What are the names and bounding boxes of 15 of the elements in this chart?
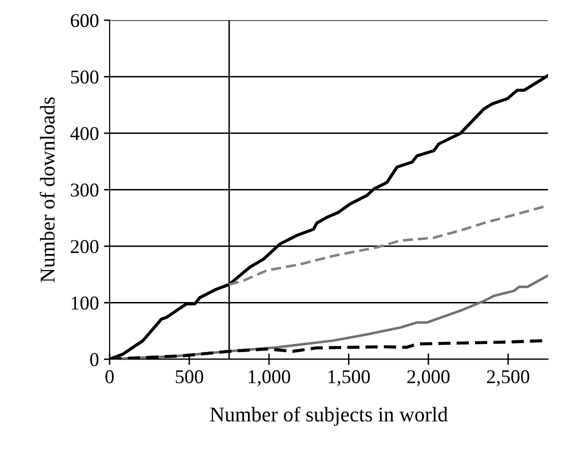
- x-tick-label: 1,500: [328, 370, 370, 386]
- x-tick-label: 2,500: [487, 370, 530, 386]
- y-tick-label: 400: [70, 127, 98, 140]
- y-tick-label: 200: [70, 240, 98, 254]
- x-tick-label: 2,000: [407, 370, 450, 386]
- y-tick-label: 600: [70, 14, 98, 28]
- y-tick-label: 100: [72, 296, 98, 310]
- y-tick-label: 300: [70, 184, 98, 197]
- y-tick-label: 500: [71, 70, 98, 84]
- x-tick-label: 1,000: [248, 370, 290, 386]
- x-tick-label: 0: [105, 370, 114, 384]
- y-tick-label: 0: [90, 353, 98, 366]
- x-tick-label: 500: [176, 370, 204, 384]
- x-axis-title: Number of subjects in world: [210, 406, 448, 426]
- y-axis-title: Number of downloads: [40, 97, 55, 282]
